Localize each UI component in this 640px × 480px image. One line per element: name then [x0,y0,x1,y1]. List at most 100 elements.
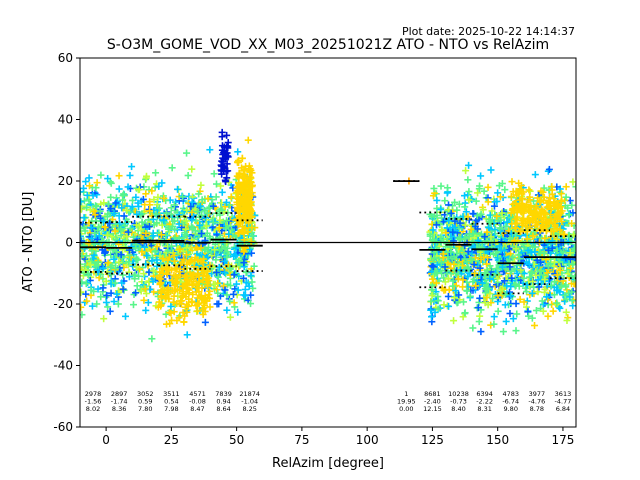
x-tick-label: 175 [551,433,574,447]
data-point [150,267,158,275]
data-point [183,217,191,225]
data-point [113,290,121,298]
data-point [129,196,137,204]
data-point [146,198,154,206]
data-point [148,233,156,241]
x-tick-label: 125 [421,433,444,447]
data-point [88,302,96,310]
data-point [127,243,135,251]
data-point [133,210,141,218]
data-point [153,201,161,209]
data-point [142,172,150,180]
data-point [80,184,87,192]
data-point [125,258,133,266]
data-point [90,251,98,259]
data-point [143,251,151,259]
bin-label: 8.31 [477,405,491,413]
data-point [195,190,203,198]
y-tick-label: 40 [58,113,73,127]
data-point [141,243,149,251]
bin-label: 0.00 [399,405,413,413]
x-axis-label: RelAzim [degree] [272,456,384,471]
data-point [209,202,217,210]
data-point [220,282,228,290]
data-point [103,291,111,299]
data-point [104,259,112,267]
data-point [230,271,238,279]
data-point [83,204,91,212]
data-point [135,186,143,194]
data-point [133,263,141,271]
bin-label: 8.25 [242,405,256,413]
data-point [120,222,128,230]
data-point [474,189,482,197]
data-point [80,197,88,205]
data-point [96,207,104,215]
data-point [226,297,234,305]
data-point [119,285,127,293]
data-point [82,290,90,298]
data-point [118,279,126,287]
data-point [216,247,224,255]
data-point [129,301,137,309]
data-point [194,208,202,216]
data-point [225,230,233,238]
data-point [234,148,242,156]
data-point [93,300,101,308]
y-tick-label: -60 [53,420,73,434]
data-point [224,209,232,217]
data-point [99,284,107,292]
data-point [134,256,142,264]
data-point [250,262,258,270]
data-point [145,278,153,286]
data-point [86,206,94,214]
data-point [506,310,514,318]
data-point [151,183,159,191]
data-point [153,256,161,264]
data-point [102,298,110,306]
data-point [240,248,248,256]
chart-title: S-O3M_GOME_VOD_XX_M03_20251021Z ATO - NT… [107,37,549,53]
data-point [137,226,145,234]
data-point [247,272,255,280]
data-point [81,255,89,263]
data-point [100,218,108,226]
data-point [232,251,240,259]
data-point [94,258,102,266]
data-point [104,303,112,311]
bin-label: 8.47 [190,405,204,413]
data-point [148,257,156,265]
bin-label: 8.02 [86,405,100,413]
data-point [111,227,119,235]
data-point [188,198,196,206]
data-point [117,225,125,233]
x-tick-label: 150 [486,433,509,447]
data-point [240,274,248,282]
data-point [162,209,170,217]
data-point [232,280,240,288]
data-point [80,198,85,206]
data-point [152,169,160,177]
data-point [164,247,172,255]
bin-label: 7.80 [138,405,152,413]
data-point [167,242,175,250]
data-point [179,193,187,201]
data-point [221,286,229,294]
data-point [131,271,139,279]
data-point [94,235,102,243]
data-point [208,270,216,278]
data-point [80,214,88,222]
data-point [140,296,148,304]
data-point [216,216,224,224]
x-tick-label: 50 [229,433,244,447]
data-point [228,226,236,234]
data-point [211,280,219,288]
data-point [112,220,120,228]
data-point [132,193,140,201]
data-point [107,270,115,278]
data-point [81,227,89,235]
data-point [211,246,219,254]
data-point [144,299,152,307]
y-tick-label: 20 [58,174,73,188]
data-point [212,180,220,188]
